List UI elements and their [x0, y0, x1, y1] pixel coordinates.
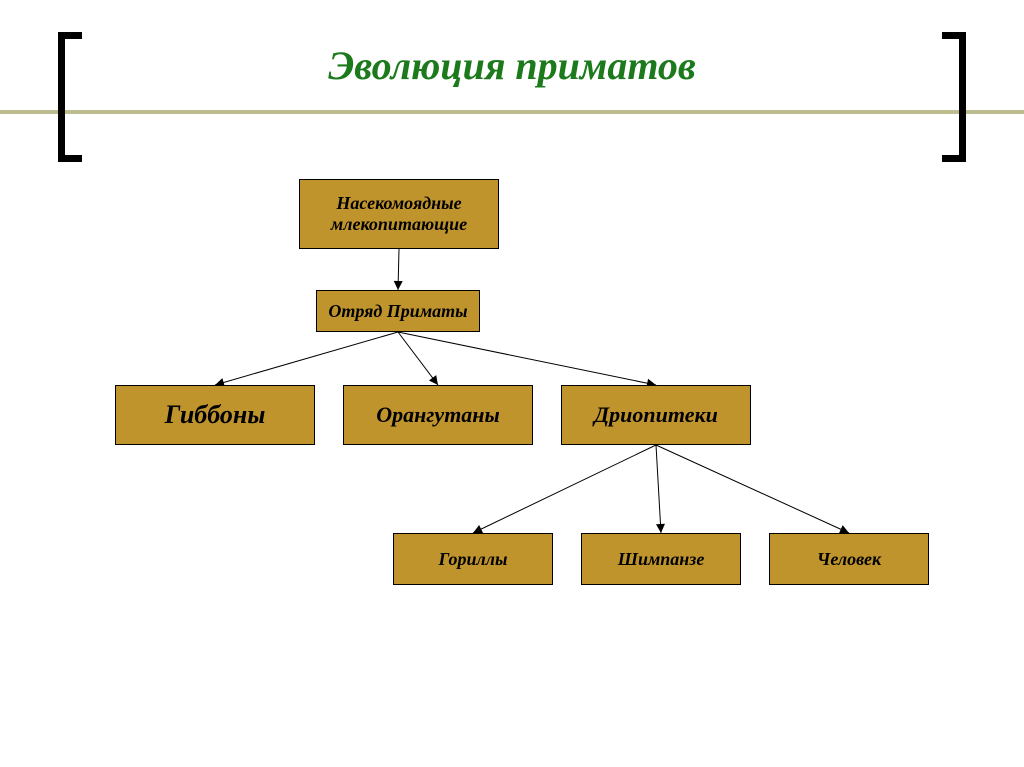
node-n1: Насекомоядные млекопитающие [299, 179, 499, 249]
node-n2: Отряд Приматы [316, 290, 480, 332]
edge-n1-n2 [398, 249, 399, 290]
edge-n5-n6 [473, 445, 656, 533]
bracket-right [942, 32, 966, 162]
edge-n5-n7 [656, 445, 661, 533]
page-title: Эволюция приматов [0, 42, 1024, 89]
node-n7: Шимпанзе [581, 533, 741, 585]
edge-n2-n5 [398, 332, 656, 385]
node-n3: Гиббоны [115, 385, 315, 445]
horizontal-rule [0, 110, 1024, 114]
edge-n2-n3 [215, 332, 398, 385]
edge-n5-n8 [656, 445, 849, 533]
edge-n2-n4 [398, 332, 438, 385]
node-n5: Дриопитеки [561, 385, 751, 445]
node-n8: Человек [769, 533, 929, 585]
bracket-left [58, 32, 82, 162]
edges-layer [0, 0, 1024, 767]
node-n6: Гориллы [393, 533, 553, 585]
node-n4: Орангутаны [343, 385, 533, 445]
